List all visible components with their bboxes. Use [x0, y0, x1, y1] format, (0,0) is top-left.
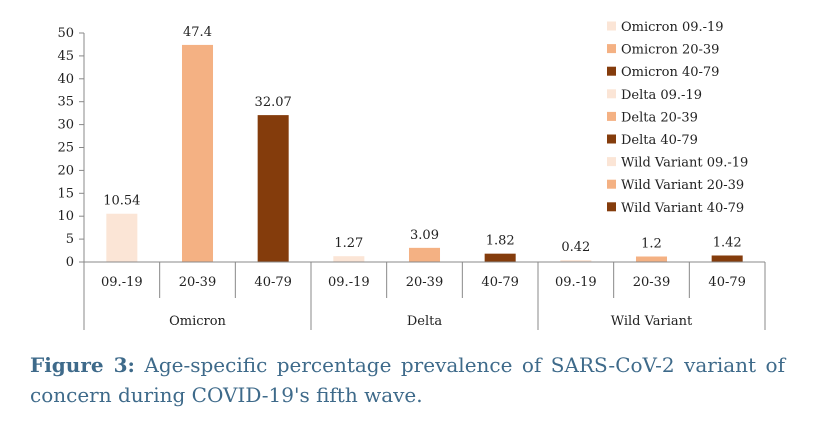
data-label: 1.42	[713, 235, 742, 250]
legend-swatch	[607, 134, 616, 144]
bar	[257, 115, 289, 262]
x-axis: 09.-19 20-39 40-79 Omicron 09.-19 20-39 40-79 D…	[83, 261, 766, 330]
bar-chart: 0 5 10 15 20 25 30 35 40 45 50 10.54 47.4 32.07 1.27 3…	[57, 20, 766, 330]
x-tick-label: 40-79	[708, 275, 745, 290]
legend-label: Delta 40-79	[621, 133, 698, 148]
legend-label: Omicron 09.-19	[621, 20, 724, 35]
x-tick-label: 09.-19	[101, 275, 143, 290]
data-label: 3.09	[410, 228, 439, 243]
data-label: 1.27	[334, 236, 363, 251]
legend-swatch	[607, 44, 616, 54]
figure-label: Figure 3:	[30, 353, 135, 377]
data-label: 1.82	[486, 234, 515, 249]
y-tick-label: 25	[57, 141, 74, 156]
y-tick-label: 50	[57, 26, 74, 41]
data-label: 47.4	[183, 25, 212, 40]
x-tick-label: 20-39	[179, 275, 216, 290]
x-tick-label: 40-79	[254, 275, 291, 290]
bar	[635, 256, 668, 262]
bar	[181, 44, 214, 262]
bars: 10.54 47.4 32.07 1.27 3.09 1.82 0.42 1.2 1.42	[103, 25, 743, 262]
y-tick-label: 5	[66, 232, 74, 247]
legend-label: Wild Variant 09.-19	[621, 156, 748, 171]
legend-swatch	[607, 21, 616, 31]
x-tick-label: 40-79	[481, 275, 518, 290]
legend-swatch	[607, 89, 616, 99]
y-tick-label: 40	[57, 72, 74, 87]
bar	[484, 253, 516, 262]
bar	[560, 260, 592, 262]
x-tick-label: 09.-19	[555, 275, 597, 290]
legend-label: Omicron 20-39	[621, 43, 719, 58]
bar	[106, 213, 138, 262]
legend-swatch	[607, 66, 616, 76]
bar	[333, 256, 365, 262]
y-tick-label: 0	[66, 255, 74, 270]
legend-swatch	[607, 111, 616, 121]
figure-caption-text: Age-specific percentage prevalence of SA…	[30, 353, 785, 407]
bar	[408, 247, 441, 262]
group-label: Delta	[407, 314, 442, 329]
data-label: 1.2	[641, 237, 662, 252]
x-tick-label: 09.-19	[328, 275, 370, 290]
legend-swatch	[607, 179, 616, 189]
y-tick-label: 35	[57, 95, 74, 110]
x-tick-label: 20-39	[406, 275, 443, 290]
legend: Omicron 09.-19 Omicron 20-39 Omicron 40-79…	[607, 20, 748, 216]
legend-label: Omicron 40-79	[621, 65, 719, 80]
x-tick-label: 20-39	[633, 275, 670, 290]
y-tick-label: 20	[57, 163, 74, 178]
group-label: Wild Variant	[611, 314, 693, 329]
legend-label: Delta 09.-19	[621, 88, 702, 103]
y-tick-label: 30	[57, 118, 74, 133]
group-label: Omicron	[169, 314, 226, 329]
legend-swatch	[607, 202, 616, 212]
data-label: 10.54	[103, 194, 140, 209]
legend-label: Wild Variant 40-79	[621, 201, 744, 216]
legend-label: Wild Variant 20-39	[621, 178, 744, 193]
legend-label: Delta 20-39	[621, 110, 698, 125]
y-axis: 0 5 10 15 20 25 30 35 40 45 50	[57, 26, 85, 270]
legend-swatch	[607, 157, 616, 167]
figure-caption: Figure 3: Age-specific percentage preval…	[30, 350, 785, 410]
data-label: 32.07	[255, 95, 292, 110]
y-tick-label: 10	[57, 209, 74, 224]
bar	[711, 255, 743, 262]
y-tick-label: 45	[57, 49, 74, 64]
data-label: 0.42	[561, 240, 590, 255]
y-tick-label: 15	[57, 186, 74, 201]
